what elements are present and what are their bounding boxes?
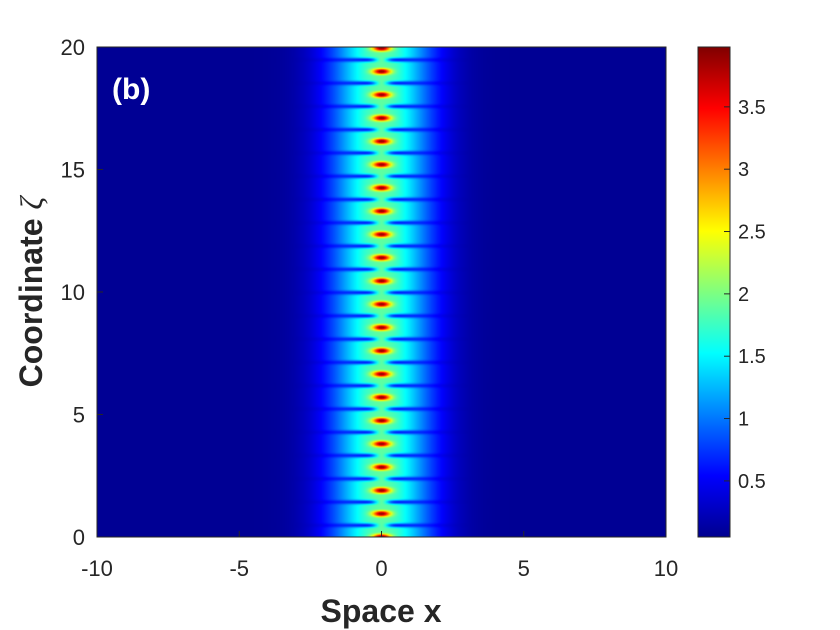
y-axis-title: Coordinate ζ [13,195,49,388]
colorbar-tick-label: 0.5 [738,471,766,493]
y-tick-label: 20 [61,35,85,60]
colorbar-tick-label: 1 [738,409,749,431]
x-axis-ticks: -10 -5 0 5 10 [81,531,678,581]
colorbar-ticks: 0.5 1 1.5 2 2.5 3 3.5 [724,97,766,493]
x-tick-label: 0 [375,556,387,581]
colorbar-tick-label: 3 [738,159,749,181]
y-tick-label: 15 [61,158,85,183]
x-axis-title: Space x [321,593,442,629]
colorbar-tick-label: 2 [738,284,749,306]
y-axis-ticks: 0 5 10 15 20 [61,35,103,550]
colorbar [697,46,731,538]
x-tick-label: -5 [229,556,249,581]
heatmap-image [97,47,666,537]
y-tick-label: 5 [73,403,85,428]
y-tick-label: 10 [61,280,85,305]
panel-label: (b) [112,73,150,106]
colorbar-tick-label: 2.5 [738,222,766,244]
y-tick-label: 0 [73,525,85,550]
y-axis-title-text: Coordinate [13,210,49,388]
colorbar-tick-label: 1.5 [738,346,766,368]
x-tick-label: -10 [81,556,113,581]
x-tick-label: 10 [654,556,678,581]
x-tick-label: 5 [518,556,530,581]
y-axis-title-symbol: ζ [13,195,49,210]
colorbar-tick-label: 3.5 [738,97,766,119]
